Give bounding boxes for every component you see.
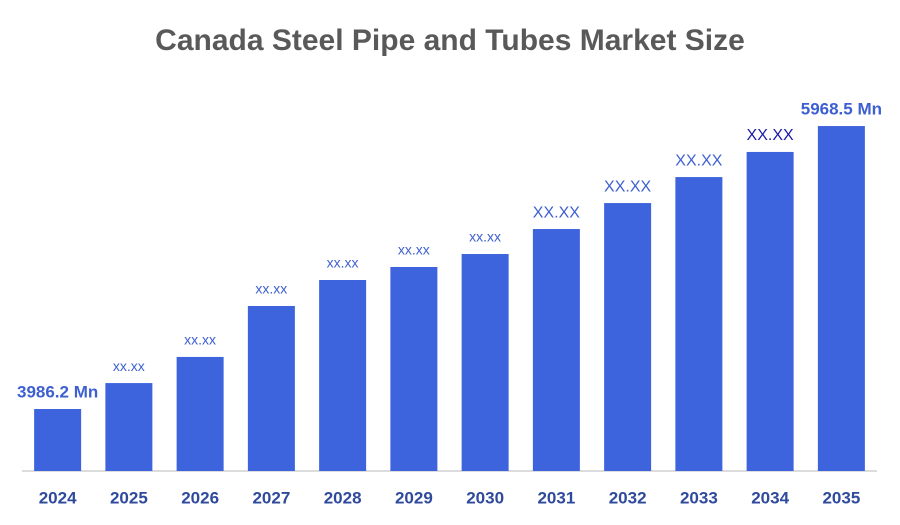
bar <box>105 383 153 471</box>
data-label: xx.xx <box>113 358 145 374</box>
bar <box>675 177 723 472</box>
bar <box>532 229 580 471</box>
x-tick-label: 2027 <box>252 488 290 507</box>
x-tick-label: 2024 <box>39 488 77 507</box>
bar <box>176 356 224 471</box>
bar <box>604 203 652 471</box>
x-tick-label: 2029 <box>395 488 433 507</box>
x-tick-label: 2031 <box>537 488 575 507</box>
x-tick-label: 2032 <box>609 488 647 507</box>
x-tick-label: 2034 <box>751 488 789 507</box>
x-tick-label: 2028 <box>324 488 362 507</box>
data-label: XX.XX <box>675 152 722 169</box>
bar <box>461 254 509 471</box>
bar <box>817 126 865 471</box>
x-tick-label: 2026 <box>181 488 219 507</box>
data-label: xx.xx <box>327 255 359 271</box>
data-label: XX.XX <box>604 178 651 195</box>
bar <box>390 267 438 471</box>
data-label: xx.xx <box>398 242 430 258</box>
bar <box>319 280 367 471</box>
bar <box>34 409 82 471</box>
data-label: 5968.5 Mn <box>801 100 882 119</box>
x-tick-label: 2025 <box>110 488 148 507</box>
x-tick-label: 2033 <box>680 488 718 507</box>
chart-title: Canada Steel Pipe and Tubes Market Size <box>155 24 745 57</box>
data-label: XX.XX <box>747 127 794 144</box>
data-label: xx.xx <box>184 332 216 348</box>
data-label: xx.xx <box>469 229 501 245</box>
x-tick-label: 2035 <box>822 488 860 507</box>
data-label: 3986.2 Mn <box>17 383 98 402</box>
bar <box>746 151 794 471</box>
x-tick-label: 2030 <box>466 488 504 507</box>
bar <box>247 305 295 471</box>
data-label: XX.XX <box>533 204 580 221</box>
data-label: xx.xx <box>255 281 287 297</box>
